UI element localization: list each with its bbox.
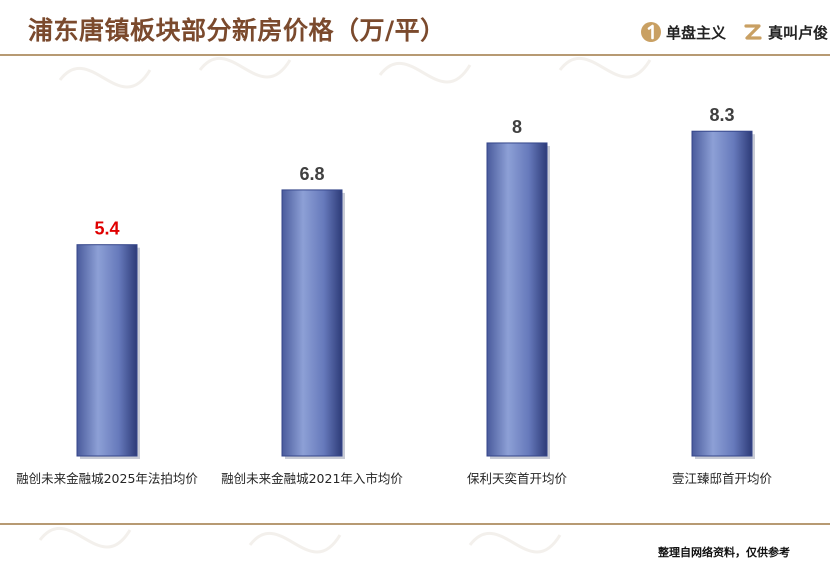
numeral-1-badge-icon	[641, 22, 661, 42]
value-label-1: 5.4	[94, 219, 119, 239]
z-logo-icon	[744, 24, 762, 40]
bar-3	[486, 142, 548, 457]
value-label-2: 6.8	[299, 164, 324, 184]
source-note: 整理自网络资料，仅供参考	[658, 546, 790, 559]
header-divider	[0, 54, 830, 56]
footer-divider	[0, 523, 830, 525]
bar-1	[76, 244, 138, 457]
brand-logo-1: 单盘主义	[640, 19, 726, 45]
brand-name-1: 单盘主义	[666, 23, 727, 42]
category-label-2: 融创未来金融城2021年入市均价	[221, 471, 403, 486]
page-title: 浦东唐镇板块部分新房价格（万/平）	[28, 16, 446, 45]
category-label-1: 融创未来金融城2025年法拍均价	[16, 471, 198, 486]
bar-chart: 5.4 融创未来金融城2025年法拍均价 6.8 融创未来金融城2021年入市均价 8 保…	[16, 105, 773, 486]
value-label-3: 8	[512, 117, 522, 137]
bar-4	[691, 130, 753, 457]
category-label-4: 壹江臻邸首开均价	[672, 471, 773, 486]
brand-logo-2: 真叫卢俊	[742, 19, 828, 45]
value-label-4: 8.3	[709, 105, 734, 125]
bar-2	[281, 189, 343, 457]
category-label-3: 保利天奕首开均价	[467, 471, 568, 486]
brand-name-2: 真叫卢俊	[768, 23, 829, 42]
